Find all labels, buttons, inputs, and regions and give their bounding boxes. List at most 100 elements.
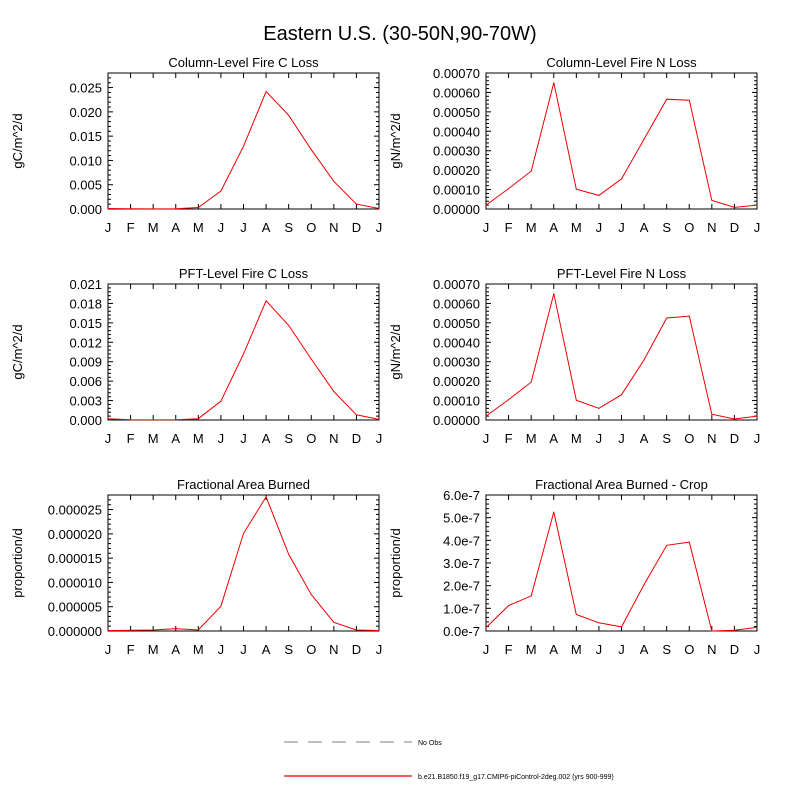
y-tick-label: 0.000015: [48, 551, 102, 566]
y-tick-label: 0.012: [69, 335, 102, 350]
y-tick-label: 6.0e-7: [443, 488, 480, 503]
y-tick-label: 1.0e-7: [443, 601, 480, 616]
x-tick-label: M: [148, 220, 159, 235]
y-tick-label: 0.00020: [433, 163, 480, 178]
data-point: [688, 99, 690, 101]
x-tick-label: M: [526, 431, 537, 446]
chart-panel-6: Fractional Area Burned - Crop proportion/…: [388, 477, 760, 657]
x-tick-label: J: [754, 642, 761, 657]
data-point: [220, 400, 222, 402]
x-tick-label: A: [549, 431, 558, 446]
data-point: [355, 203, 357, 205]
y-axis-label: gN/m^2/d: [388, 113, 403, 168]
x-tick-label: J: [596, 431, 603, 446]
y-tick-label: 0.00000: [433, 202, 480, 217]
x-tick-label: F: [505, 431, 513, 446]
x-tick-label: O: [306, 642, 316, 657]
x-tick-label: J: [240, 431, 247, 446]
data-point: [598, 407, 600, 409]
data-point: [107, 208, 109, 210]
panel-title: PFT-Level Fire N Loss: [557, 266, 687, 281]
panel-title: Column-Level Fire C Loss: [168, 55, 319, 70]
series-line: [485, 511, 758, 632]
legend: No Obs b.e21.B1850.f19_g17.CMIP6-piContro…: [284, 740, 614, 781]
x-tick-label: J: [483, 220, 490, 235]
y-axis-label: proportion/d: [388, 528, 403, 597]
data-point: [107, 418, 109, 420]
x-tick-label: J: [376, 431, 383, 446]
y-tick-label: 4.0e-7: [443, 533, 480, 548]
y-tick-label: 0.00040: [433, 335, 480, 350]
x-tick-label: N: [707, 642, 716, 657]
x-tick-label: A: [171, 642, 180, 657]
panel-title: Column-Level Fire N Loss: [546, 55, 697, 70]
data-point: [598, 622, 600, 624]
y-tick-label: 5.0e-7: [443, 511, 480, 526]
y-tick-label: 0.000000: [48, 624, 102, 639]
x-tick-label: N: [329, 431, 338, 446]
chart-panel-4: PFT-Level Fire N Loss gN/m^2/d 0.00000 0.00…: [388, 266, 760, 446]
x-tick-label: N: [329, 642, 338, 657]
y-tick-label: 0.000: [69, 413, 102, 428]
y-tick-label: 0.015: [69, 129, 102, 144]
chart-panel-1: Column-Level Fire C Loss gC/m^2/d 0.000 0.0…: [10, 55, 382, 235]
x-tick-label: J: [218, 642, 225, 657]
chart-panel-5: Fractional Area Burned proportion/d 0.0000…: [10, 477, 382, 657]
y-tick-label: 0.00060: [433, 296, 480, 311]
y-tick-label: 0.005: [69, 178, 102, 193]
x-tick-label: A: [262, 642, 271, 657]
x-tick-label: M: [571, 220, 582, 235]
y-tick-label: 0.025: [69, 81, 102, 96]
x-tick-label: J: [483, 642, 490, 657]
x-tick-label: M: [193, 642, 204, 657]
x-tick-label: F: [127, 431, 135, 446]
data-point: [621, 178, 622, 180]
x-tick-label: M: [193, 431, 204, 446]
y-tick-label: 0.00050: [433, 105, 480, 120]
data-point: [508, 605, 510, 607]
x-tick-label: A: [171, 220, 180, 235]
data-point: [220, 605, 222, 607]
data-point: [333, 391, 335, 393]
data-point: [711, 413, 713, 415]
y-tick-label: 0.010: [69, 153, 102, 168]
y-tick-label: 0.00060: [433, 85, 480, 100]
x-tick-label: D: [352, 431, 361, 446]
data-point: [107, 630, 109, 632]
x-tick-label: O: [306, 220, 316, 235]
plot-frame: [485, 283, 758, 421]
x-tick-label: J: [618, 220, 625, 235]
y-tick-label: 0.00040: [433, 124, 480, 139]
x-tick-label: J: [218, 431, 225, 446]
y-axis-label: gN/m^2/d: [388, 324, 403, 379]
y-tick-label: 0.00020: [433, 374, 480, 389]
figure-title: Eastern U.S. (30-50N,90-70W): [263, 23, 536, 45]
data-point: [220, 190, 222, 192]
x-tick-label: N: [329, 220, 338, 235]
data-point: [243, 532, 244, 534]
x-tick-label: J: [483, 431, 490, 446]
y-tick-label: 0.000020: [48, 527, 102, 542]
x-tick-label: A: [549, 220, 558, 235]
x-tick-label: J: [105, 220, 112, 235]
data-point: [643, 359, 645, 361]
legend-label-1: No Obs: [418, 740, 442, 747]
data-point: [756, 626, 758, 628]
chart-panel-3: PFT-Level Fire C Loss gC/m^2/d 0.000 0.003 0…: [10, 266, 382, 446]
x-tick-label: M: [571, 431, 582, 446]
y-tick-label: 0.018: [69, 296, 102, 311]
x-tick-label: S: [284, 431, 293, 446]
series-line: [107, 90, 380, 210]
data-point: [666, 317, 668, 319]
x-tick-label: J: [754, 431, 761, 446]
x-tick-label: M: [571, 642, 582, 657]
data-point: [333, 621, 335, 623]
series-line: [485, 293, 758, 420]
data-point: [530, 381, 532, 383]
data-point: [733, 418, 735, 420]
data-point: [310, 594, 312, 596]
data-point: [553, 293, 555, 295]
plot-frame: [107, 283, 380, 421]
x-tick-label: J: [240, 220, 247, 235]
